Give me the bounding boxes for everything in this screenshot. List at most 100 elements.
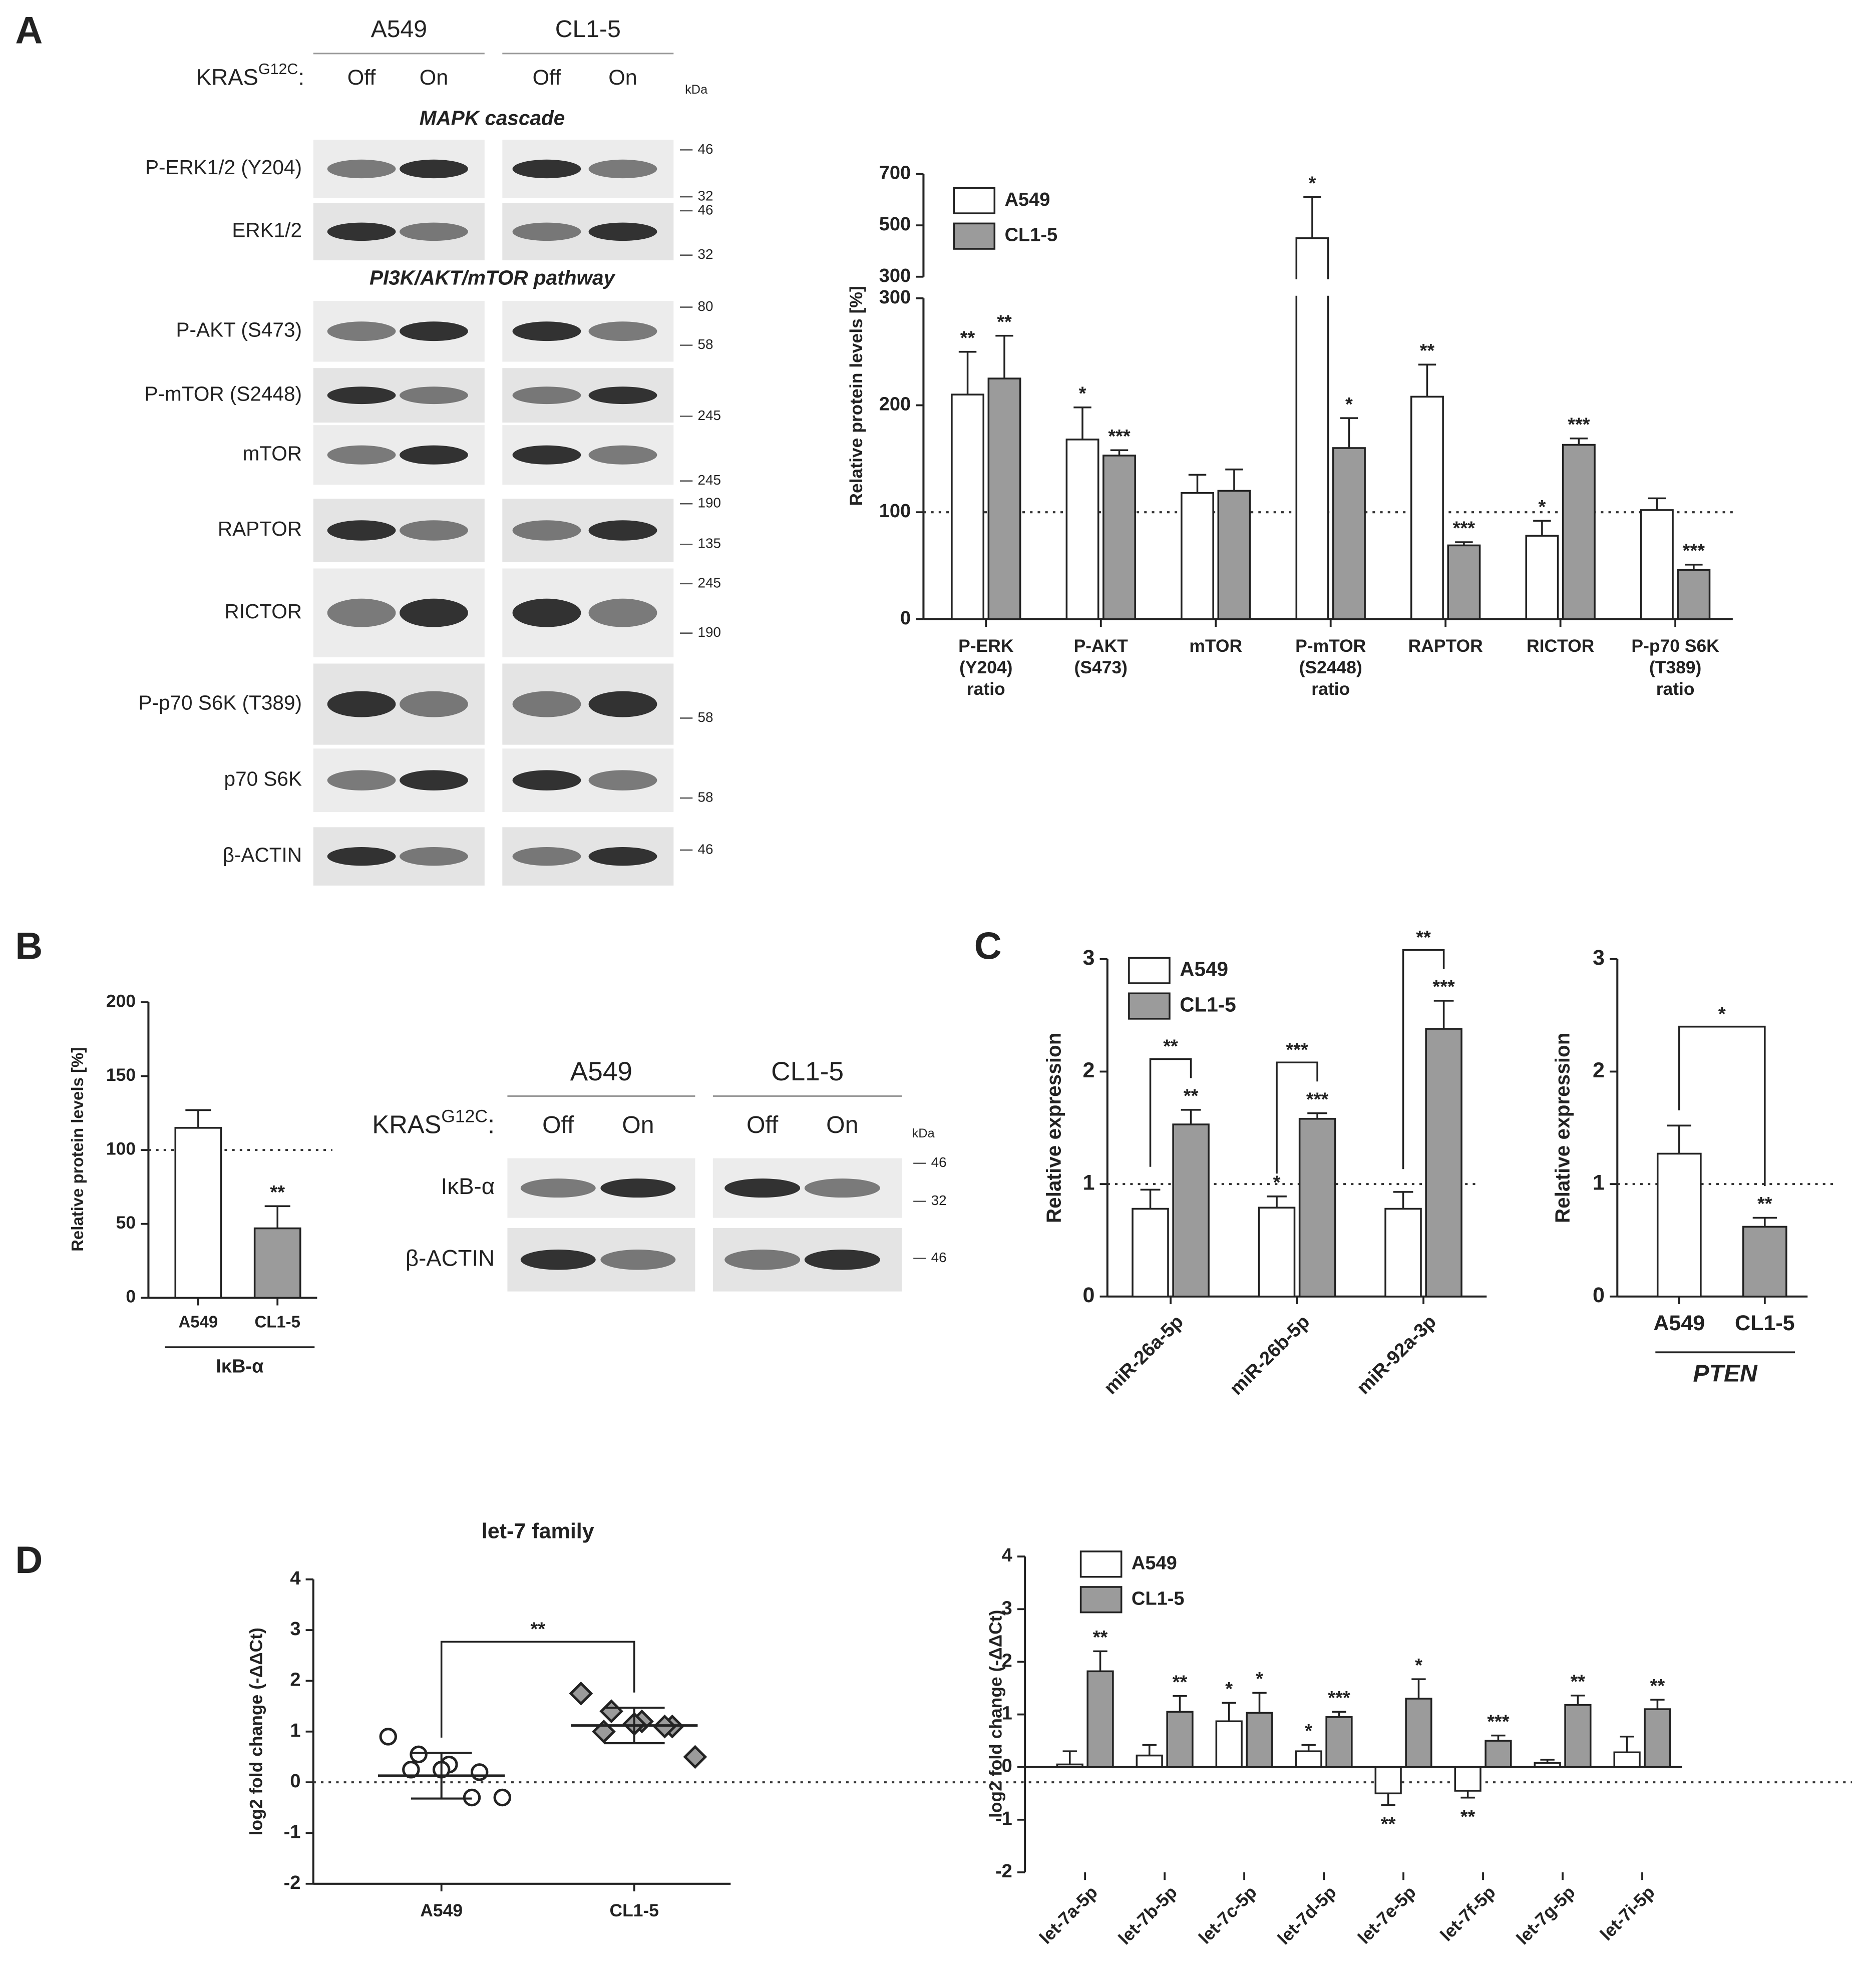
error-bar xyxy=(1062,1750,1077,1765)
error-bar xyxy=(1073,407,1091,440)
significance: ** xyxy=(960,327,975,348)
x-tick-label: (T389) xyxy=(1649,657,1701,677)
bracket-label: ** xyxy=(530,1619,545,1640)
y-tick-label: 1 xyxy=(1002,1703,1012,1724)
significance: * xyxy=(1305,1721,1312,1742)
row-label: IκB-α xyxy=(441,1173,495,1199)
point xyxy=(569,1681,593,1706)
lane-label: Off xyxy=(542,1111,574,1138)
bar xyxy=(253,1227,301,1299)
y-tick-label: 3 xyxy=(1002,1598,1012,1619)
band xyxy=(512,445,581,465)
y-axis-label: log2 fold change (-ΔΔCt) xyxy=(986,1610,1006,1818)
band xyxy=(327,598,396,627)
band xyxy=(512,321,581,341)
bar xyxy=(1181,492,1214,620)
error-bar xyxy=(1411,1678,1426,1699)
x-tick-label: mTOR xyxy=(1189,636,1242,656)
point xyxy=(683,1745,707,1769)
significance: ** xyxy=(1184,1086,1199,1107)
error-bar xyxy=(1455,541,1473,546)
legend-swatch xyxy=(953,222,996,250)
marker-label: 46 xyxy=(931,1250,947,1265)
x-tick-label: ratio xyxy=(1656,679,1695,699)
significance: *** xyxy=(1306,1089,1329,1110)
cell-line: CL1-5 xyxy=(771,1057,844,1086)
marker-label: 46 xyxy=(697,841,713,857)
error-bar xyxy=(1648,497,1666,510)
band xyxy=(327,770,396,790)
band xyxy=(512,598,581,627)
y-tick-label: 3 xyxy=(1083,946,1095,970)
error-bar xyxy=(1110,449,1129,456)
point xyxy=(493,1788,512,1807)
lane-label: Off xyxy=(347,66,377,90)
bar xyxy=(987,377,1021,620)
error-bar xyxy=(1267,1196,1287,1208)
section-title: PI3K/AKT/mTOR pathway xyxy=(369,266,616,289)
row-label: P-AKT (S473) xyxy=(176,318,302,341)
error-bar xyxy=(1491,1734,1506,1741)
marker-label: 46 xyxy=(697,202,713,217)
band xyxy=(588,847,657,866)
x-tick-label: (S2448) xyxy=(1299,657,1362,677)
significance: *** xyxy=(1683,541,1705,562)
error-bar xyxy=(185,1109,211,1128)
significance: ** xyxy=(1173,1672,1188,1693)
y-tick-label: 2 xyxy=(1002,1650,1012,1671)
significance: *** xyxy=(1432,977,1455,998)
significance: *** xyxy=(1328,1688,1350,1709)
bracket-label: ** xyxy=(1163,1036,1178,1057)
y-tick-label: 3 xyxy=(290,1619,300,1640)
row-label: ERK1/2 xyxy=(232,219,302,242)
bar xyxy=(1656,1152,1702,1298)
error-bar xyxy=(1433,1000,1454,1029)
band xyxy=(327,321,396,341)
marker-label: 80 xyxy=(697,298,713,314)
bar xyxy=(1102,455,1136,620)
sd-bar xyxy=(411,1752,472,1800)
panel-label: D xyxy=(15,1539,43,1581)
cell-line: A549 xyxy=(570,1057,632,1086)
band xyxy=(400,386,468,405)
marker-label: 46 xyxy=(697,141,713,157)
significance: ** xyxy=(1460,1806,1475,1827)
lane-label: On xyxy=(826,1111,858,1138)
bar xyxy=(1525,535,1559,620)
significance: ** xyxy=(1650,1676,1665,1697)
band xyxy=(400,222,468,241)
band xyxy=(327,847,396,866)
bracket xyxy=(1402,949,1445,1169)
significance: ** xyxy=(997,311,1012,332)
marker-label: 32 xyxy=(697,246,713,262)
y-axis-label: Relative protein levels [%] xyxy=(68,1047,87,1252)
x-tick-label: RAPTOR xyxy=(1408,636,1483,656)
band xyxy=(588,520,657,541)
point xyxy=(379,1728,398,1746)
bar xyxy=(1166,1711,1194,1768)
marker-label: 58 xyxy=(697,709,713,725)
panel-label: C xyxy=(974,925,1002,968)
y-tick-label: 50 xyxy=(116,1213,136,1233)
x-tick-label: A549 xyxy=(179,1313,218,1331)
band xyxy=(400,520,468,541)
error-bar xyxy=(1188,474,1207,493)
significance: ** xyxy=(1093,1627,1108,1648)
x-tick-label: CL1-5 xyxy=(610,1900,659,1920)
significance: * xyxy=(1225,1679,1233,1700)
row-label: P-p70 S6K (T389) xyxy=(138,691,302,714)
y-tick-label: 150 xyxy=(106,1065,136,1085)
bracket-label: ** xyxy=(1416,927,1431,948)
error-bar xyxy=(1140,1188,1161,1209)
x-tick-label: A549 xyxy=(1653,1311,1705,1335)
section-title: MAPK cascade xyxy=(420,106,565,129)
error-bar xyxy=(1303,196,1321,238)
bar xyxy=(1613,1751,1641,1768)
error-bar xyxy=(1620,1735,1634,1753)
bar xyxy=(1742,1226,1787,1298)
error-bar xyxy=(1252,1692,1267,1713)
band xyxy=(400,598,468,627)
lane-label: Off xyxy=(533,66,562,90)
bracket-label: * xyxy=(1718,1004,1726,1025)
